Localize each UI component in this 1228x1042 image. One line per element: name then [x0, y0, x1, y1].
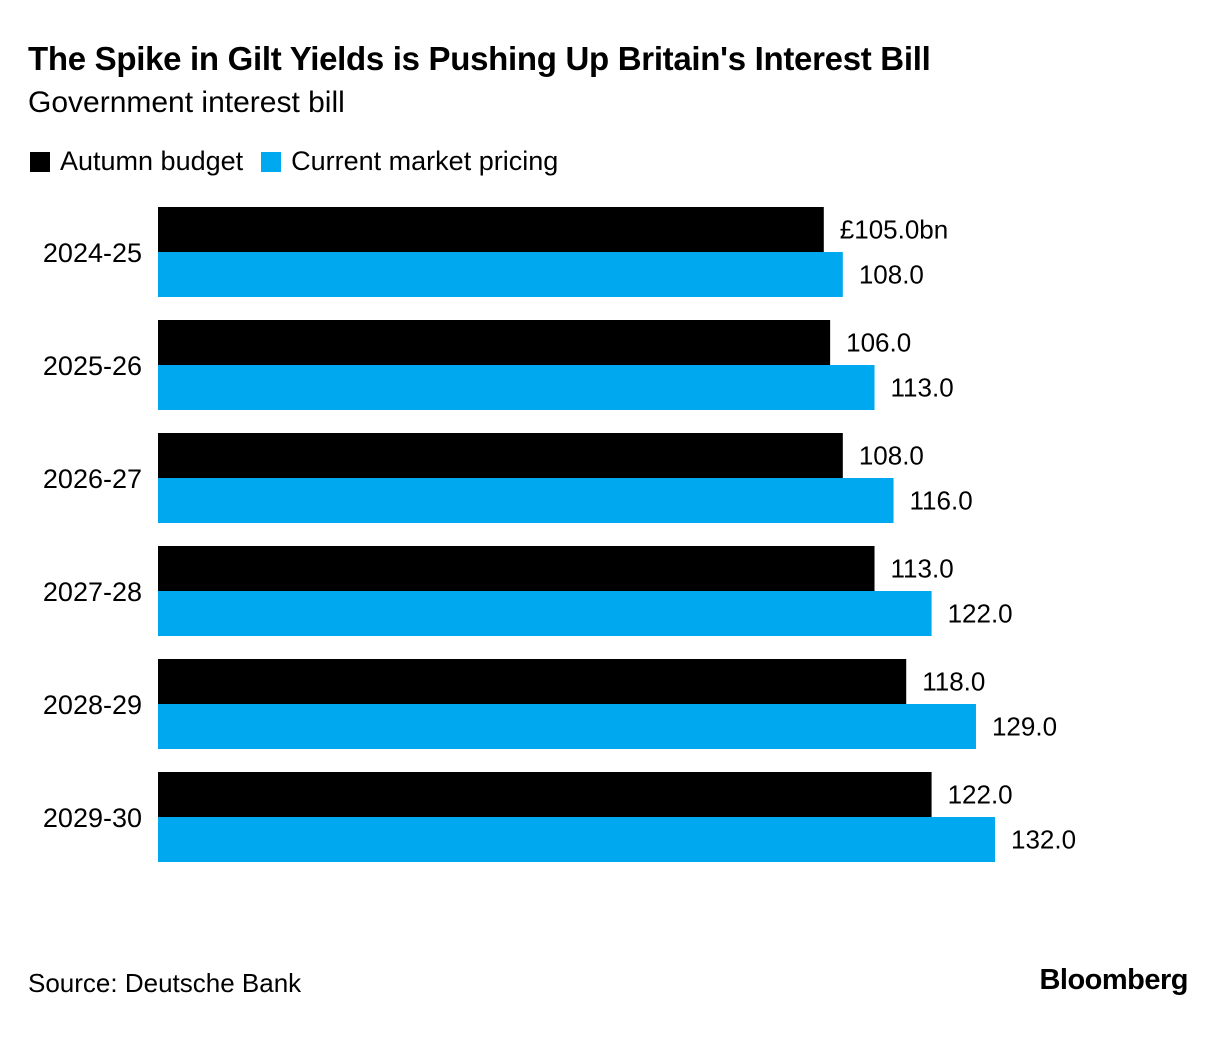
source-note: Source: Deutsche Bank — [28, 968, 302, 998]
data-label-current-market-pricing-2028-29: 129.0 — [992, 712, 1057, 742]
legend-swatch-current-market-pricing — [261, 151, 282, 172]
category-label-2024-25: 2024-25 — [43, 238, 142, 268]
legend-label-current-market-pricing: Current market pricing — [291, 146, 559, 176]
bar-autumn-budget-2027-28 — [158, 546, 875, 591]
data-label-autumn-budget-2026-27: 108.0 — [859, 441, 924, 471]
data-label-autumn-budget-2027-28: 113.0 — [891, 554, 954, 584]
bloomberg-logo: Bloomberg — [1039, 964, 1188, 996]
chart-title: The Spike in Gilt Yields is Pushing Up B… — [28, 40, 931, 77]
category-label-2029-30: 2029-30 — [43, 803, 142, 833]
data-label-current-market-pricing-2024-25: 108.0 — [859, 260, 924, 290]
legend-label-autumn-budget: Autumn budget — [60, 146, 244, 176]
bar-autumn-budget-2024-25 — [158, 207, 824, 252]
bar-current-market-pricing-2028-29 — [158, 704, 976, 749]
data-label-current-market-pricing-2026-27: 116.0 — [910, 486, 973, 516]
bar-current-market-pricing-2027-28 — [158, 591, 932, 636]
bar-autumn-budget-2026-27 — [158, 433, 843, 478]
bar-autumn-budget-2025-26 — [158, 320, 831, 365]
data-label-autumn-budget-2024-25: £105.0bn — [840, 215, 948, 245]
legend-item-current-market-pricing: Current market pricing — [261, 146, 558, 177]
data-label-autumn-budget-2025-26: 106.0 — [846, 328, 911, 358]
category-label-2026-27: 2026-27 — [43, 464, 142, 494]
bar-current-market-pricing-2024-25 — [158, 252, 843, 297]
data-label-current-market-pricing-2027-28: 122.0 — [948, 599, 1013, 629]
data-label-autumn-budget-2029-30: 122.0 — [948, 780, 1013, 810]
bar-current-market-pricing-2029-30 — [158, 817, 995, 862]
data-label-autumn-budget-2028-29: 118.0 — [922, 667, 985, 697]
legend-item-autumn-budget: Autumn budget — [30, 146, 243, 177]
category-label-2028-29: 2028-29 — [43, 690, 142, 720]
bar-current-market-pricing-2025-26 — [158, 365, 875, 410]
data-label-current-market-pricing-2029-30: 132.0 — [1011, 825, 1076, 855]
category-label-2027-28: 2027-28 — [43, 577, 142, 607]
legend: Autumn budget Current market pricing — [30, 146, 576, 177]
bar-autumn-budget-2028-29 — [158, 659, 907, 704]
chart-subtitle: Government interest bill — [28, 86, 345, 119]
data-label-current-market-pricing-2025-26: 113.0 — [891, 373, 954, 403]
legend-swatch-autumn-budget — [30, 151, 50, 172]
bar-current-market-pricing-2026-27 — [158, 478, 894, 523]
category-label-2025-26: 2025-26 — [43, 351, 142, 381]
bar-autumn-budget-2029-30 — [158, 772, 932, 817]
